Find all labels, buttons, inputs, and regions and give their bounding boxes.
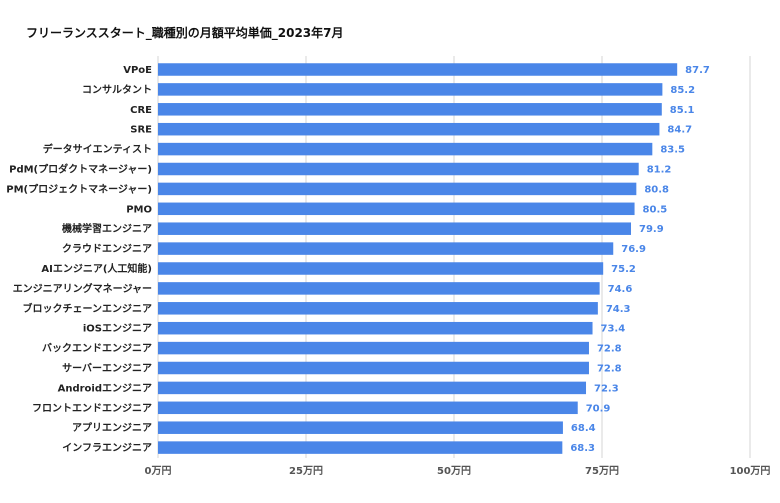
category-label: 機械学習エンジニア <box>62 222 152 235</box>
category-label: ブロックチェーンエンジニア <box>23 302 153 315</box>
value-label: 80.5 <box>643 204 668 215</box>
bar <box>158 162 639 176</box>
bar <box>158 421 563 434</box>
bar <box>158 262 604 275</box>
value-label: 68.3 <box>570 443 595 454</box>
value-label: 83.5 <box>660 145 685 156</box>
bar <box>158 341 589 355</box>
value-label: 84.7 <box>667 125 692 136</box>
bar <box>158 441 563 454</box>
category-label: アプリエンジニア <box>72 421 152 434</box>
value-label: 87.7 <box>685 65 710 76</box>
chart-title: フリーランススタート_職種別の月額平均単価_2023年7月 <box>26 26 344 40</box>
bar <box>158 401 578 415</box>
value-label: 76.9 <box>621 244 646 255</box>
value-label: 72.3 <box>594 383 619 394</box>
bar <box>158 361 589 375</box>
category-label: PMO <box>126 204 152 215</box>
value-label: 80.8 <box>644 184 669 195</box>
value-label: 74.3 <box>606 304 631 315</box>
value-label: 72.8 <box>597 344 622 355</box>
value-label: 70.9 <box>586 403 611 414</box>
category-label: Androidエンジニア <box>58 382 152 394</box>
category-label: コンサルタント <box>82 84 152 96</box>
bars <box>158 63 678 454</box>
value-label: 75.2 <box>611 264 636 275</box>
value-label: 85.2 <box>670 85 695 96</box>
value-label: 68.4 <box>571 423 596 434</box>
category-label: クラウドエンジニア <box>62 243 152 255</box>
category-label: PdM(プロダクトマネージャー) <box>9 163 152 176</box>
category-label: PM(プロジェクトマネージャー) <box>6 182 152 195</box>
value-label: 74.6 <box>608 284 633 295</box>
bar <box>158 103 662 116</box>
value-label: 79.9 <box>639 224 664 235</box>
value-labels: 87.7 85.2 85.1 84.7 83.5 81.2 80.8 80.5 79.9 76.9… <box>570 65 710 454</box>
x-tick-label: 50万円 <box>437 465 471 477</box>
value-label: 85.1 <box>670 105 695 116</box>
category-label: バックエンドエンジニア <box>42 343 152 355</box>
category-label: CRE <box>130 105 152 116</box>
category-label: エンジニアリングマネージャー <box>13 282 152 295</box>
bar <box>158 302 598 315</box>
bar <box>158 202 635 216</box>
x-tick-label: 0万円 <box>145 465 172 477</box>
grid-lines <box>157 56 751 458</box>
bar <box>158 282 600 295</box>
value-label: 73.4 <box>601 324 626 335</box>
category-labels: VPoE コンサルタント CRE SRE データサイエンティスト PdM(プロダクトマネー… <box>6 65 152 454</box>
bar <box>158 182 637 196</box>
bar <box>158 83 663 96</box>
bar <box>158 63 678 76</box>
value-label: 72.8 <box>597 364 622 375</box>
x-axis-ticks: 0万円 25万円 50万円 75万円 100万円 <box>145 465 771 477</box>
category-label: VPoE <box>123 65 152 76</box>
x-tick-label: 100万円 <box>730 465 771 477</box>
category-label: iOSエンジニア <box>83 323 152 335</box>
category-label: サーバーエンジニア <box>62 363 152 375</box>
bar <box>158 222 632 235</box>
x-tick-label: 75万円 <box>585 465 619 477</box>
bar <box>158 381 587 395</box>
value-label: 81.2 <box>647 165 672 176</box>
category-label: SRE <box>130 125 152 136</box>
bar <box>158 242 614 255</box>
category-label: AIエンジニア(人工知能) <box>41 262 152 275</box>
category-label: データサイエンティスト <box>43 143 152 156</box>
category-label: インフラエンジニア <box>62 442 152 454</box>
bar <box>158 142 653 156</box>
bar <box>158 122 660 136</box>
category-label: フロントエンドエンジニア <box>32 402 152 414</box>
x-tick-label: 25万円 <box>289 465 323 477</box>
bar <box>158 321 593 335</box>
